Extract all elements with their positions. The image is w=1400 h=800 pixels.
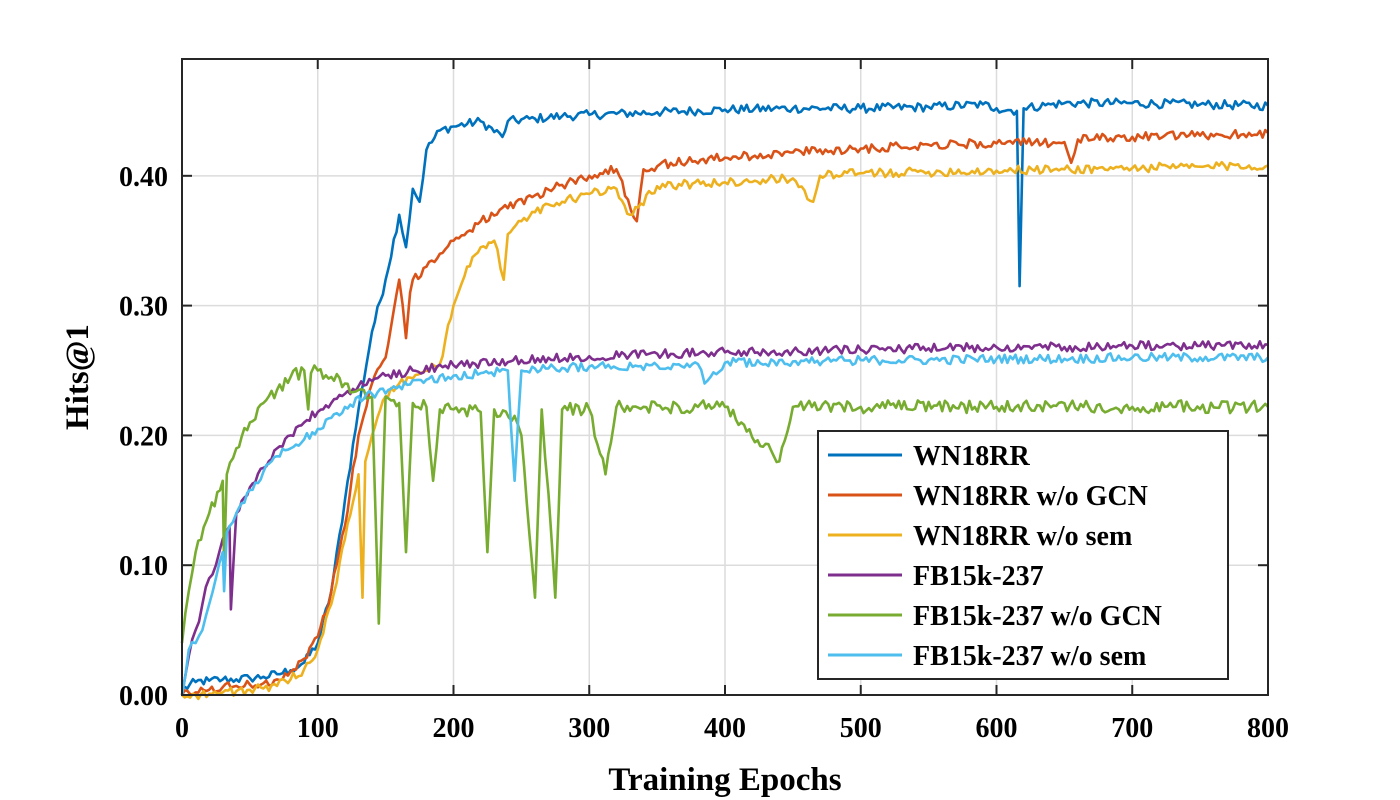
ticks (181, 59, 1269, 696)
legend-label: FB15k-237 w/o sem (913, 641, 1146, 672)
legend-label: WN18RR (913, 441, 1030, 472)
series-line (180, 351, 1269, 696)
x-tick-label: 100 (297, 713, 339, 744)
legend-label: FB15k-237 (913, 561, 1044, 592)
legend-label: WN18RR w/o GCN (913, 481, 1148, 512)
legend-box (817, 430, 1229, 680)
legend-label: FB15k-237 w/o GCN (913, 601, 1162, 632)
y-tick-label: 0.40 (119, 162, 168, 193)
series-line (181, 160, 1269, 701)
legend-label: WN18RR w/o sem (913, 521, 1132, 552)
y-axis-title: Hits@1 (60, 324, 96, 430)
x-tick-label: 300 (568, 713, 610, 744)
series-layer (180, 97, 1269, 701)
y-tick-label: 0.00 (119, 681, 168, 712)
tick-labels: 0 100 200 300 400 500 600 700 800 0.00 0.10 0.20 0.3… (119, 162, 1289, 744)
y-tick-label: 0.20 (119, 421, 168, 452)
series-line (180, 128, 1269, 696)
x-axis-title: Training Epochs (608, 762, 841, 798)
x-tick-label: 200 (433, 713, 475, 744)
y-tick-label: 0.10 (119, 551, 168, 582)
x-tick-label: 500 (840, 713, 882, 744)
x-tick-label: 400 (704, 713, 746, 744)
y-tick-label: 0.30 (119, 292, 168, 323)
x-tick-label: 600 (976, 713, 1018, 744)
x-tick-label: 700 (1111, 713, 1153, 744)
legend: WN18RR WN18RR w/o GCN WN18RR w/o sem FB15k-… (817, 430, 1229, 680)
x-tick-label: 800 (1247, 713, 1289, 744)
x-tick-label: 0 (175, 713, 189, 744)
series-line (180, 364, 1269, 644)
series-line (180, 340, 1269, 696)
